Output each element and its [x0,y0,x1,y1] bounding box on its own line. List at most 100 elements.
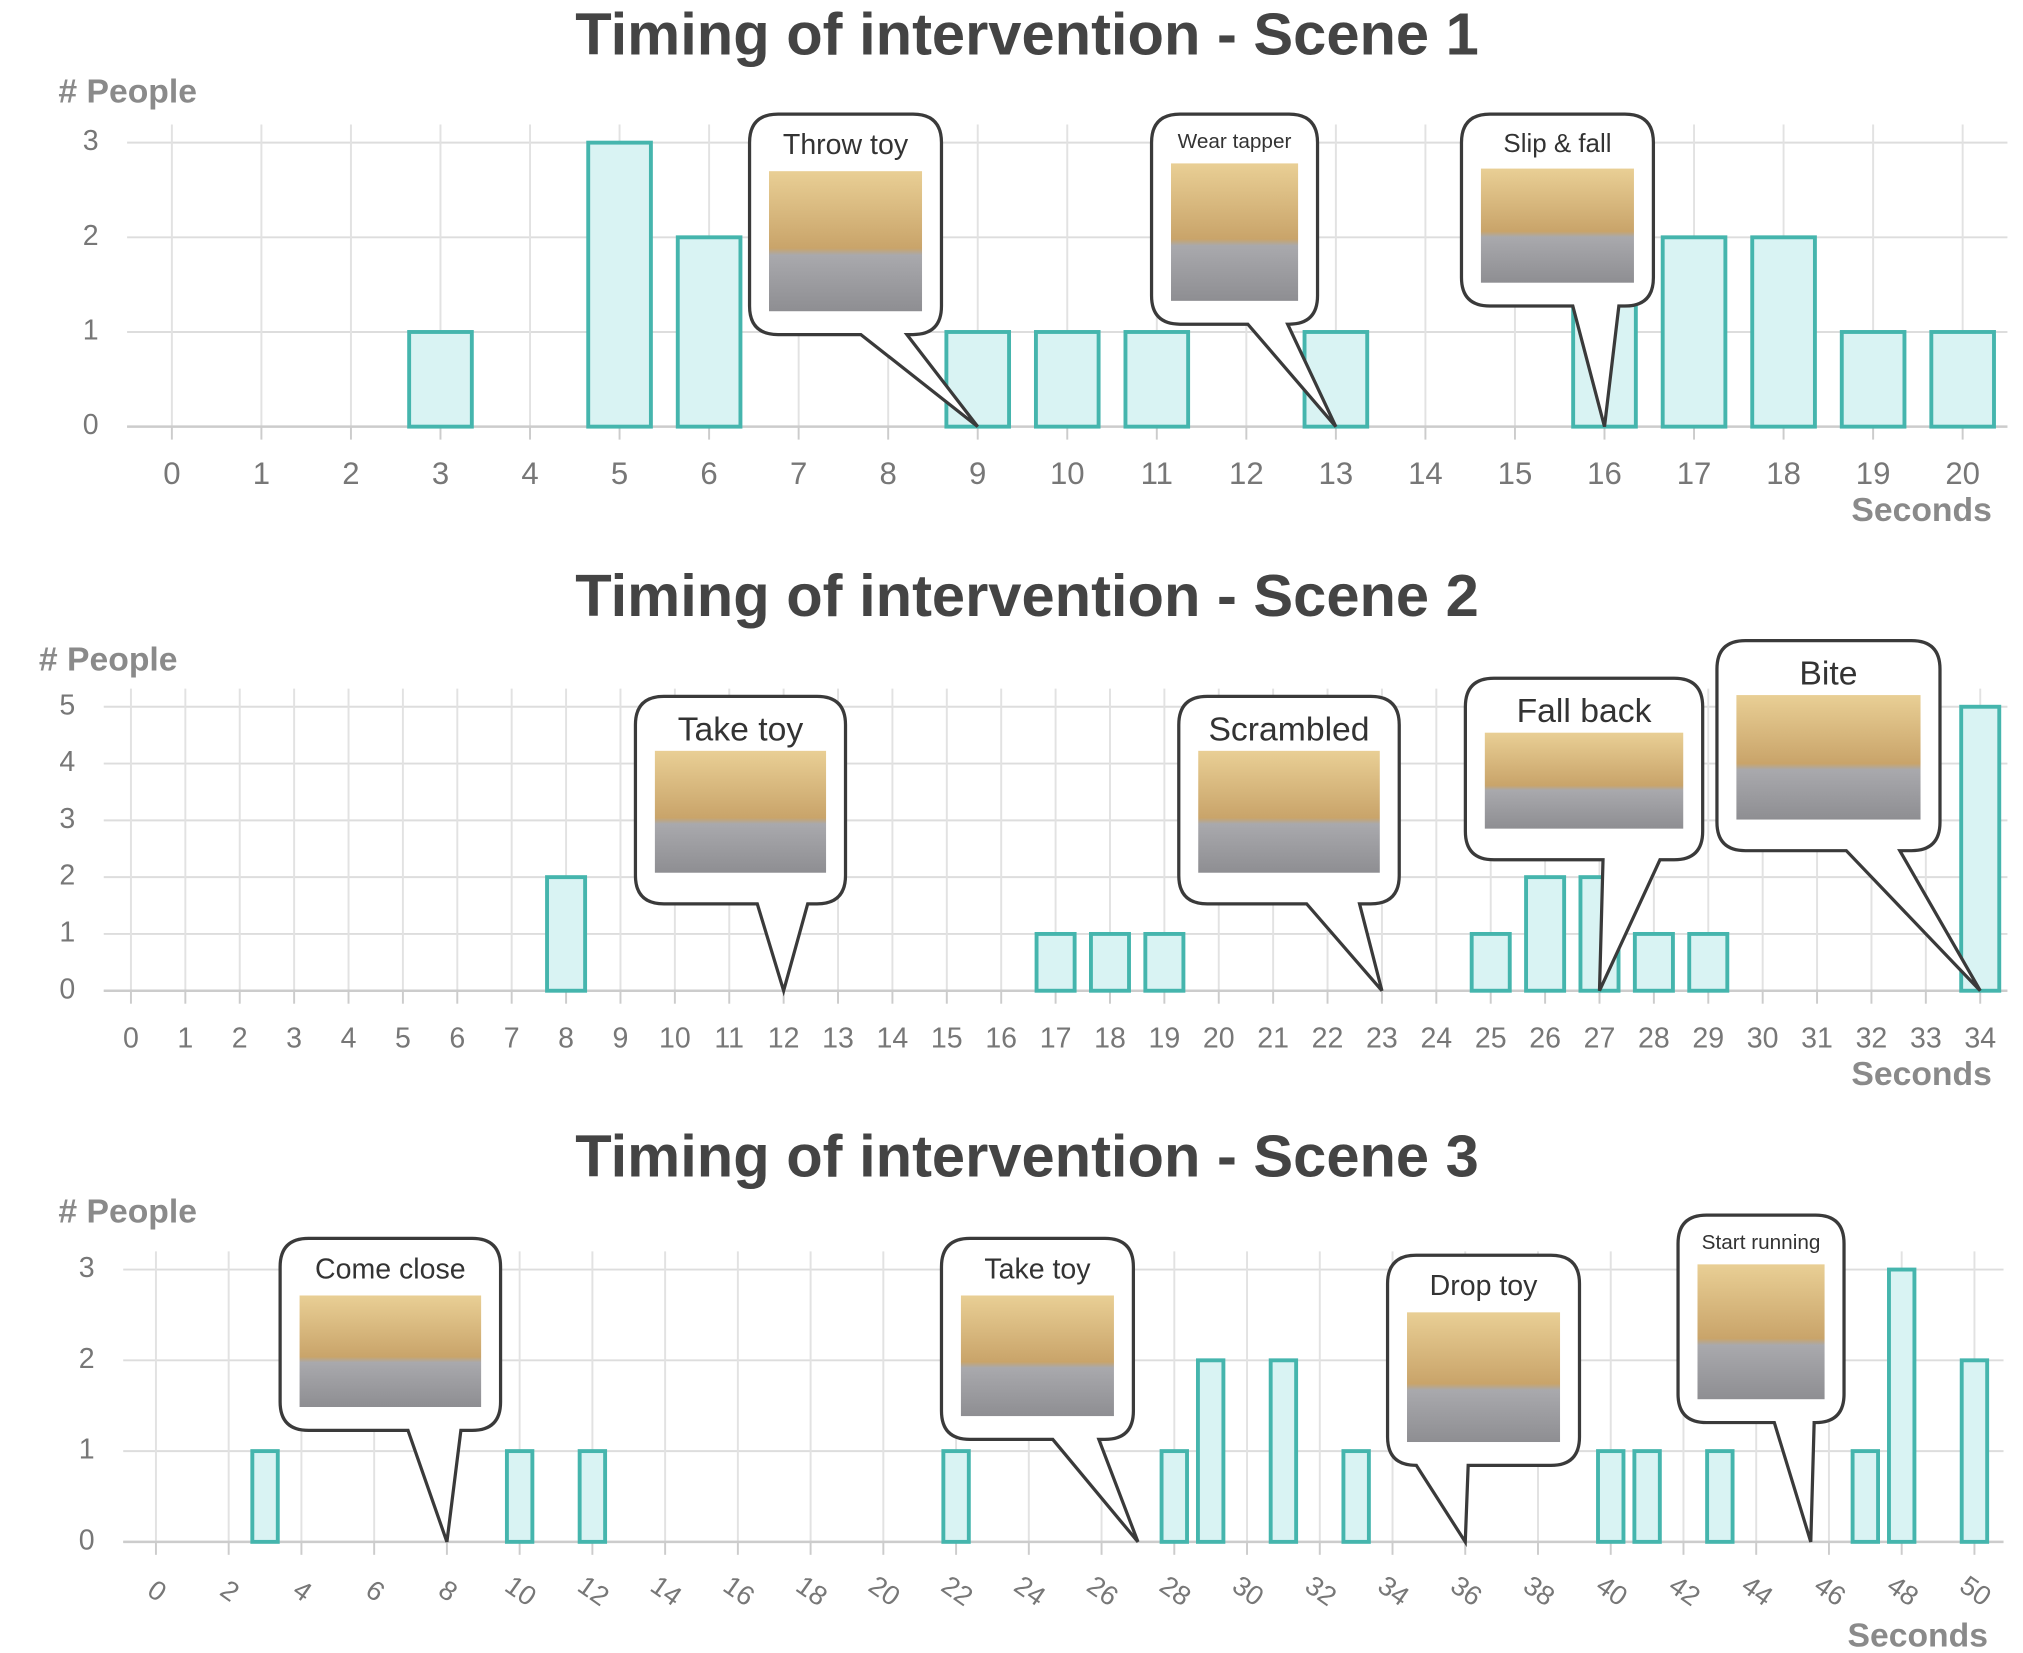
x-tick-label: 0 [142,1574,172,1608]
x-tick-label: 34 [1373,1569,1416,1612]
y-tick-label: 4 [59,746,75,778]
x-tick-label: 18 [791,1569,834,1612]
x-tick-label: 32 [1300,1569,1343,1612]
bar [1123,330,1191,429]
callout-label: Fall back [1517,692,1652,730]
x-tick-label: 3 [432,456,449,491]
bar [1632,1449,1662,1544]
x-tick-label: 38 [1518,1569,1561,1612]
x-tick-label: 29 [1692,1023,1724,1055]
callout-label: Come close [315,1253,466,1285]
x-tick-label: 30 [1227,1569,1270,1612]
x-tick-label: 20 [1945,456,1980,491]
callout-label: Slip & fall [1503,130,1611,158]
y-tick-label: 3 [79,1252,95,1284]
callout-image [1736,695,1921,820]
bar [1143,931,1186,993]
bar [1632,931,1675,993]
x-tick-label: 27 [1584,1023,1616,1055]
callout-image [1171,163,1299,301]
y-tick-label: 1 [59,916,75,948]
x-tick-label: 48 [1882,1569,1925,1612]
x-tick-label: 4 [341,1023,357,1055]
y-tick-label: 1 [83,315,99,347]
x-tick-label: 32 [1856,1023,1888,1055]
bar [1839,330,1907,429]
y-tick-label: 0 [59,973,75,1005]
callout-image [1198,750,1380,873]
x-tick-label: 2 [342,456,359,491]
bar [407,330,474,429]
y-tick-label: 3 [83,125,99,157]
x-tick-label: 33 [1910,1023,1942,1055]
bar [545,875,588,993]
x-tick-label: 0 [163,456,180,491]
x-tick-label: 15 [931,1023,963,1055]
x-tick-label: 28 [1154,1569,1197,1612]
x-tick-label: 31 [1801,1023,1833,1055]
x-tick-label: 18 [1766,456,1801,491]
bar [1850,1449,1881,1544]
chart-title: Timing of intervention - Scene 3 [575,1122,1479,1189]
y-tick-label: 3 [59,803,75,835]
x-tick-label: 12 [768,1023,800,1055]
callout-image [960,1295,1114,1417]
x-tick-label: 17 [1677,456,1712,491]
callout-image [654,750,827,873]
callout-image [1484,732,1684,829]
x-tick-label: 11 [1141,456,1173,491]
bar [250,1449,280,1544]
x-tick-label: 15 [1498,456,1533,491]
callout-label: Start running [1702,1231,1821,1254]
y-axis-label: # People [58,72,197,110]
bar [1341,1449,1371,1544]
bar [1705,1449,1735,1544]
x-tick-label: 10 [659,1023,691,1055]
x-tick-label: 20 [863,1569,906,1612]
x-axis-label: Seconds [1851,1055,1991,1093]
y-tick-label: 2 [79,1343,95,1375]
callout-image [1480,168,1634,283]
y-tick-label: 2 [83,220,99,252]
bar [504,1449,535,1544]
x-tick-label: 14 [645,1569,688,1612]
y-tick-label: 2 [59,860,75,892]
bar [1959,704,2002,993]
x-tick-label: 8 [558,1023,574,1055]
x-tick-label: 11 [714,1023,744,1055]
x-tick-label: 34 [1964,1023,1996,1055]
bar [1660,235,1728,429]
x-tick-label: 16 [1587,456,1622,491]
y-tick-label: 1 [79,1434,95,1466]
x-tick-label: 1 [253,456,270,491]
callout-label: Take toy [984,1253,1091,1285]
bar [1034,931,1077,993]
bar [1088,931,1131,993]
x-tick-label: 20 [1203,1023,1235,1055]
bar [1469,931,1512,993]
x-tick-label: 19 [1856,456,1891,491]
callout-label: Drop toy [1430,1270,1539,1302]
callout-label: Bite [1799,655,1857,693]
x-tick-label: 12 [1229,456,1264,491]
x-axis-label: Seconds [1847,1617,1987,1653]
bar [1268,1358,1299,1544]
x-tick-label: 4 [288,1574,318,1608]
x-tick-label: 25 [1475,1023,1507,1055]
bar [1195,1358,1226,1544]
x-tick-label: 44 [1736,1569,1779,1612]
x-tick-label: 13 [1319,456,1354,491]
x-tick-label: 9 [969,456,986,491]
x-tick-label: 50 [1954,1569,1997,1612]
x-tick-label: 10 [1050,456,1085,491]
callout-image [769,171,923,312]
bar [1929,330,1996,429]
x-tick-label: 26 [1082,1569,1125,1612]
x-tick-label: 30 [1747,1023,1779,1055]
x-tick-label: 1 [177,1023,193,1055]
x-tick-label: 22 [936,1569,979,1612]
x-tick-label: 5 [611,456,628,491]
x-tick-label: 24 [1420,1023,1452,1055]
y-axis-label: # People [39,640,178,678]
